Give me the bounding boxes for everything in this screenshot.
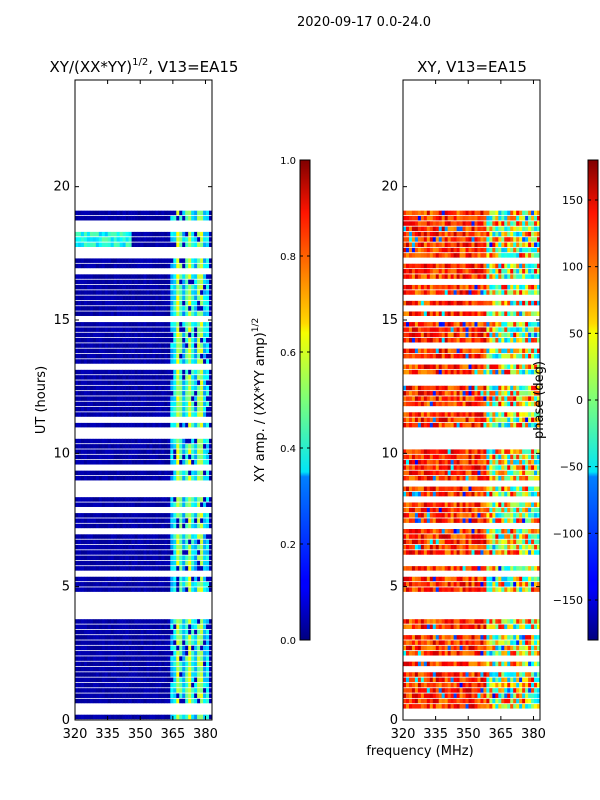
colorbar-amplitude-tick-label: 0.2 (280, 540, 296, 551)
panel-amplitude-ytick-label: 20 (53, 180, 70, 195)
panel-phase-heatmap (403, 210, 540, 709)
panel-amplitude-ylabel: UT (hours) (34, 366, 49, 434)
panel-phase-xtick-label: 335 (423, 727, 448, 742)
colorbar-amplitude-tick-label: 1.0 (280, 156, 296, 167)
panel-phase-xtick-label: 380 (521, 727, 546, 742)
panel-amplitude-ytick-label: 10 (53, 446, 70, 461)
panel-amplitude-xtick-label: 350 (128, 727, 153, 742)
colorbar-phase-tick-label: 150 (562, 194, 583, 207)
panel-amplitude-xtick-label: 365 (160, 727, 185, 742)
panel-amplitude-heatmap (75, 210, 212, 720)
colorbar-phase-tick-label: 100 (562, 261, 583, 274)
colorbar-amplitude-tick-label: 0.8 (280, 252, 296, 263)
panel-phase-ytick-label: 15 (381, 313, 398, 328)
colorbar-phase: −150 −100 −50 0 50 100 150 phase (deg) (532, 159, 599, 641)
panel-amplitude-xtick-label: 380 (193, 727, 218, 742)
panel-amplitude-ytick-label: 0 (62, 713, 70, 728)
colorbar-amplitude-label: XY amp. / (XX*YY amp)1/2 (251, 318, 268, 482)
panel-phase: XY, V13=EA15 320 335 350 365 380 0 5 10 15 20 (381, 58, 545, 742)
panel-phase-xtick-label: 365 (488, 727, 513, 742)
panel-amplitude-xtick-label: 320 (63, 727, 88, 742)
panel-amplitude-yticks: 0 5 10 15 20 (53, 180, 212, 728)
panel-phase-ytick-label: 0 (390, 713, 398, 728)
panel-amplitude-title: XY/(XX*YY)1/2, V13=EA15 (50, 57, 239, 76)
colorbar-phase-tick-label: −50 (560, 461, 583, 474)
panel-phase-xtick-label: 320 (391, 727, 416, 742)
panel-phase-title: XY, V13=EA15 (417, 58, 527, 76)
panel-amplitude-ytick-label: 15 (53, 313, 70, 328)
panel-amplitude: XY/(XX*YY)1/2, V13=EA15 320 335 350 365 380 … (34, 57, 238, 742)
colorbar-amplitude-tick-label: 0.6 (280, 348, 296, 359)
panel-amplitude-xtick-label: 335 (95, 727, 120, 742)
shared-xlabel: frequency (MHz) (366, 744, 473, 759)
panel-phase-ytick-label: 10 (381, 446, 398, 461)
colorbar-amplitude-tick-label: 0.4 (280, 444, 296, 455)
colorbar-amplitude: 0.0 0.2 0.4 0.6 0.8 1.0 XY amp. / (XX*YY amp)… (251, 156, 311, 647)
colorbar-amplitude-tick-label: 0.0 (280, 636, 296, 647)
panel-phase-ytick-label: 5 (390, 580, 398, 595)
colorbar-phase-tick-label: 0 (576, 394, 583, 407)
panel-phase-xticks: 320 335 350 365 380 (391, 80, 546, 742)
panel-phase-frame (402, 79, 541, 721)
panel-amplitude-xticks: 320 335 350 365 380 (63, 80, 218, 742)
panel-amplitude-ytick-label: 5 (62, 580, 70, 595)
colorbar-amplitude-bar (299, 159, 311, 641)
panel-phase-xtick-label: 350 (456, 727, 481, 742)
colorbar-amplitude-ticks: 0.0 0.2 0.4 0.6 0.8 1.0 (280, 156, 310, 647)
panel-phase-ytick-label: 20 (381, 180, 398, 195)
colorbar-phase-ticks: −150 −100 −50 0 50 100 150 (553, 194, 598, 607)
panel-amplitude-frame (74, 79, 213, 721)
panel-phase-yticks: 0 5 10 15 20 (381, 180, 540, 728)
figure-suptitle: 2020-09-17 0.0-24.0 (297, 15, 431, 30)
colorbar-phase-tick-label: −100 (553, 527, 583, 540)
colorbar-phase-label: phase (deg) (532, 361, 547, 439)
colorbar-phase-tick-label: 50 (569, 327, 583, 340)
colorbar-phase-tick-label: −150 (553, 594, 583, 607)
